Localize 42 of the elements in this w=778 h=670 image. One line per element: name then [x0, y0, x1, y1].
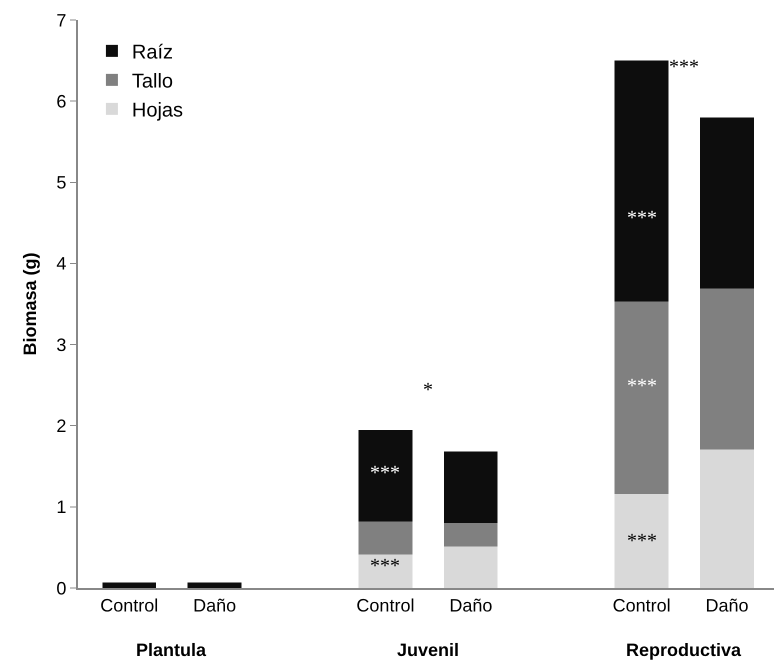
annotation: ***	[669, 56, 699, 78]
annotation: ***	[370, 555, 400, 577]
y-tick-label: 5	[56, 172, 66, 193]
bar	[444, 523, 498, 547]
y-tick-label: 1	[56, 497, 66, 518]
annotation: ***	[370, 462, 400, 484]
text: Plantula	[136, 640, 208, 660]
bar	[614, 494, 669, 588]
text: Reproductiva	[626, 640, 742, 660]
legend-label: Tallo	[132, 70, 174, 93]
bar	[700, 117, 754, 289]
y-tick-label: 2	[56, 416, 66, 436]
x-tick-label: Daño	[706, 596, 749, 616]
annotation: ***	[627, 375, 657, 397]
bar	[614, 302, 669, 494]
y-tick-label: 3	[56, 334, 66, 355]
bar	[444, 546, 498, 588]
annotation: ***	[627, 207, 657, 229]
bar	[188, 582, 242, 588]
x-tick-label: Daño	[449, 596, 492, 616]
bar	[102, 582, 156, 588]
x-tick-label: Control	[356, 596, 414, 616]
annotation: *	[423, 379, 433, 401]
annotation: ***	[627, 530, 657, 552]
y-tick-label: 7	[56, 10, 66, 30]
legend-label: Raíz	[132, 42, 174, 64]
bar	[358, 521, 412, 555]
bar	[358, 430, 412, 522]
y-tick-label: 4	[56, 254, 66, 274]
bar	[444, 452, 498, 524]
y-tick-label: 0	[56, 578, 66, 598]
x-tick-label: Control	[100, 596, 158, 616]
x-tick-label: Daño	[193, 596, 236, 616]
bar	[700, 288, 754, 450]
legend-label: Hojas	[132, 100, 184, 122]
bar	[614, 60, 669, 302]
text: Juvenil	[397, 640, 460, 660]
bar	[358, 554, 412, 588]
bar	[700, 449, 754, 588]
y-axis-title: Biomasa (g)	[20, 252, 40, 356]
y-tick-label: 6	[56, 91, 66, 112]
x-tick-label: Control	[612, 596, 671, 616]
